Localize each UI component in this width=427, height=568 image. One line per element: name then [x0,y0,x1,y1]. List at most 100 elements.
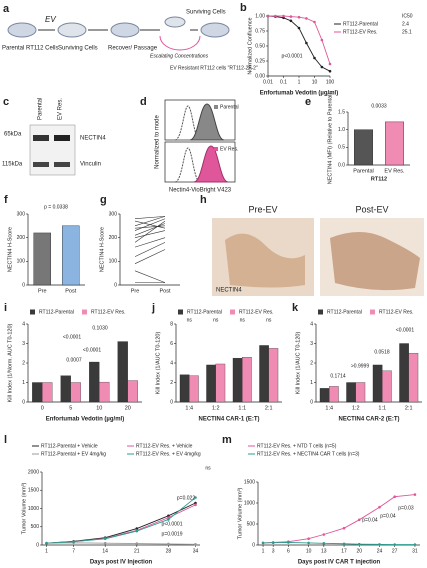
line [263,494,415,544]
dish [57,22,87,38]
y-tick-label: 1.0 [338,127,345,133]
x-label: Enfortumab Vedotin (µg/ml) [260,91,338,97]
y-tick-label: 300 [109,211,118,217]
x-tick-label: 1:4 [325,405,333,411]
panel-c: c Parental EV Res. 65kDa NECTIN4 115kDa … [2,96,106,176]
point [328,62,332,66]
point [313,20,316,24]
panel-label: m [222,434,232,446]
lane-label: EV Res. [58,98,64,120]
x-tick-label: 10 [96,405,102,411]
x-tick-label: 2:1 [405,405,413,411]
y-tick-label: 0.00 [255,73,265,79]
bar [329,386,339,403]
point [194,501,197,505]
point [135,529,139,533]
point [135,542,139,545]
y-tick-label: 2 [170,380,173,386]
x-tick-label: 0.01 [263,79,273,85]
bar [372,364,383,403]
y-label: Kill Index (1/AUC T0-120) [155,332,161,395]
point [322,542,326,545]
y-tick-label: 1.00 [255,13,265,19]
ic50: 25.1 [402,29,412,35]
point [167,516,170,519]
pair-line [134,220,166,243]
annotation: 0.1030 [92,325,108,331]
annotation: ns [266,317,272,323]
point [307,541,310,545]
bar [385,121,405,166]
x-tick-label: 2:1 [265,405,273,411]
pair-line [134,242,166,257]
annotation: p=0.0019 [162,531,183,537]
point [103,537,107,541]
annotation: p<0.0001 [282,53,303,59]
annotation: p=0.04 [362,517,378,523]
point [413,543,417,546]
panel-a: a EV Parental RT112 Cells Surviving Cell… [2,3,258,71]
y-label: NECTIN4 H-Score [7,227,13,272]
x-label: Nectin4-VioBright V423 [169,188,232,194]
y-tick-label: 0 [170,399,173,405]
y-tick-label: 4 [170,360,173,366]
y-label: Tumor Volume (mm³) [21,482,27,534]
histogram [189,103,225,141]
x-tick-label: 21 [134,548,140,554]
drug: EV [45,15,56,24]
legend-swatch [214,147,218,151]
x-label: Enfortumab Vedotin (µg/ml) [46,417,124,423]
y-tick-label: 0.50 [255,43,265,49]
bar [70,382,81,403]
legend-swatch [214,105,218,109]
bar [42,382,53,403]
cycle-arrow [159,35,201,51]
x-tick-label: Post [159,288,170,294]
x-tick-label: Parental [353,168,374,174]
bar [242,356,252,403]
y-label: Normalized Confluence [247,17,253,74]
annotation: <0.0001 [396,327,414,333]
point [194,503,197,507]
pair-line [134,270,166,283]
group-label: RT112 [371,176,387,182]
point [167,542,170,546]
y-label: Normalized to mode [155,114,161,168]
y-label: NECTIN4 H-Score [99,227,105,272]
point [167,514,170,518]
point [342,526,346,530]
bar [399,343,409,403]
point [72,540,75,544]
annotation: p=0.03 [398,505,414,511]
legend-label: RT112-Parental [343,21,378,27]
y-tick-label: 0.75 [255,28,265,34]
point [287,541,290,544]
annotation: 0.0518 [374,349,390,355]
point [357,518,361,522]
legend-label: RT112-EV Res. + NTD T cells (n=5) [257,443,337,449]
point [320,65,324,69]
step: Recover/ Passage [108,46,158,52]
panel-label: h [200,194,207,206]
legend-label: RT112-EV Res. [239,309,274,315]
y-tick-label: 300 [17,211,26,217]
y-tick-label: 1500 [28,488,39,494]
band [54,162,70,167]
point [194,496,197,499]
band [33,162,49,167]
x-tick-label: 1 [298,79,301,85]
x-tick-label: 17 [341,548,347,554]
y-tick-label: 500 [31,524,40,530]
annotation: ns [187,317,193,323]
point [135,527,139,530]
y-tick-label: 2 [22,360,25,366]
x-tick-label: 100 [326,79,335,85]
x-tick-label: 10 [312,79,318,85]
y-tick-label: 0 [22,399,25,405]
y-tick-label: 3 [22,341,25,347]
panel-h: h Pre-EV Post-EV NECTIN4 [200,194,424,296]
y-tick-label: 200 [17,235,26,241]
y-label: NECTIN4 (MFI) (Relative to Parental) [327,93,333,185]
band [54,135,70,141]
point [266,14,270,18]
